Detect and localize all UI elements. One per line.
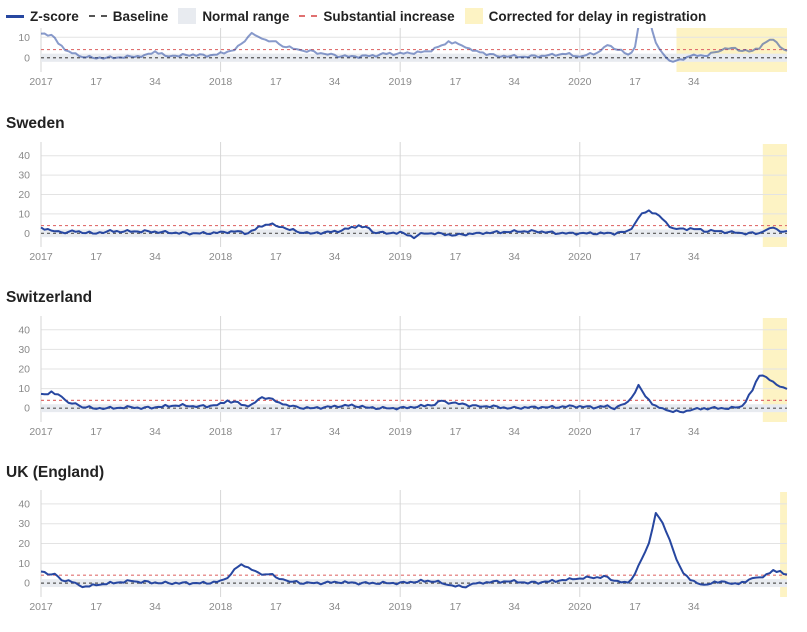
legend-normal-range-label: Normal range — [202, 8, 290, 24]
x-tick-label: 17 — [270, 251, 282, 263]
zscore-series — [40, 512, 788, 589]
legend-baseline-label: Baseline — [112, 8, 169, 24]
x-tick-label: 2017 — [29, 251, 53, 263]
y-tick-label: 10 — [18, 208, 30, 220]
zscore-series — [40, 209, 788, 240]
x-tick-label: 2017 — [29, 76, 53, 88]
x-tick-label: 2019 — [389, 426, 413, 438]
x-tick-label: 2019 — [389, 601, 413, 613]
y-tick-label: 10 — [18, 32, 30, 44]
baseline-dash-icon — [88, 15, 107, 17]
x-tick-label: 2020 — [568, 76, 592, 88]
chart-panel-0: 0 10 — [18, 28, 788, 72]
legend: Z-score Baseline Normal range Substantia… — [6, 6, 716, 26]
x-tick-label: 17 — [629, 76, 641, 88]
y-tick-label: 40 — [18, 498, 30, 510]
x-tick-label: 2017 — [29, 426, 53, 438]
y-tick-label: 30 — [18, 518, 30, 530]
x-tick-label: 17 — [450, 76, 462, 88]
x-tick-label: 17 — [90, 251, 102, 263]
x-tick-label: 2018 — [209, 251, 233, 263]
corrected-region — [780, 492, 787, 597]
chart-panel-1: 0 10 20 30 40 — [18, 142, 788, 247]
x-tick-label: 2020 — [568, 426, 592, 438]
legend-zscore[interactable]: Z-score — [6, 9, 79, 24]
x-tick-label: 17 — [450, 251, 462, 263]
panel-title: Sweden — [6, 115, 65, 132]
x-tick-label: 17 — [90, 76, 102, 88]
chart-panel-2: 0 10 20 30 40 — [18, 316, 788, 422]
y-tick-label: 0 — [24, 578, 30, 590]
y-tick-label: 0 — [24, 228, 30, 240]
x-tick-label: 2019 — [389, 76, 413, 88]
y-tick-label: 10 — [18, 383, 30, 395]
legend-normal-range[interactable]: Normal range — [178, 8, 289, 24]
y-tick-label: 30 — [18, 344, 30, 356]
legend-substantial[interactable]: Substantial increase — [299, 8, 455, 24]
x-tick-label: 17 — [270, 76, 282, 88]
x-tick-label: 2018 — [209, 426, 233, 438]
x-tick-label: 34 — [149, 601, 161, 613]
x-tick-label: 34 — [508, 426, 520, 438]
x-tick-label: 17 — [450, 601, 462, 613]
x-tick-label: 34 — [149, 426, 161, 438]
x-tick-label: 17 — [629, 426, 641, 438]
x-tick-label: 34 — [329, 426, 341, 438]
x-tick-label: 34 — [688, 426, 700, 438]
legend-corrected-label: Corrected for delay in registration — [488, 8, 707, 24]
x-tick-label: 17 — [90, 426, 102, 438]
x-tick-label: 34 — [508, 251, 520, 263]
y-tick-label: 40 — [18, 150, 30, 162]
chart-panel-3: 0 10 20 30 40 — [18, 490, 788, 597]
y-tick-label: 30 — [18, 170, 30, 182]
legend-corrected[interactable]: Corrected for delay in registration — [464, 8, 707, 24]
legend-baseline[interactable]: Baseline — [88, 8, 169, 24]
x-tick-label: 17 — [629, 251, 641, 263]
x-tick-label: 2018 — [209, 601, 233, 613]
y-tick-label: 0 — [24, 52, 30, 64]
y-tick-label: 20 — [18, 538, 30, 550]
x-tick-label: 34 — [508, 76, 520, 88]
x-tick-label: 34 — [149, 76, 161, 88]
y-tick-label: 20 — [18, 189, 30, 201]
panel-title: Switzerland — [6, 289, 92, 306]
y-tick-label: 40 — [18, 324, 30, 336]
x-tick-label: 17 — [270, 601, 282, 613]
x-tick-label: 34 — [329, 601, 341, 613]
x-tick-label: 2020 — [568, 601, 592, 613]
x-tick-label: 17 — [270, 426, 282, 438]
x-tick-label: 34 — [149, 251, 161, 263]
x-tick-label: 34 — [329, 251, 341, 263]
substantial-dash-icon — [299, 15, 318, 17]
zscore-series — [40, 28, 788, 63]
x-tick-label: 17 — [90, 601, 102, 613]
legend-zscore-label: Z-score — [30, 8, 79, 24]
x-tick-label: 2020 — [568, 251, 592, 263]
x-tick-label: 34 — [688, 251, 700, 263]
zscore-series — [40, 374, 788, 414]
x-tick-label: 17 — [629, 601, 641, 613]
x-tick-label: 17 — [450, 426, 462, 438]
normal-range-box-icon — [178, 8, 197, 24]
corrected-box-icon — [464, 8, 483, 24]
zscore-line-icon — [6, 14, 24, 18]
x-tick-label: 34 — [688, 601, 700, 613]
x-tick-label: 34 — [508, 601, 520, 613]
x-tick-label: 2018 — [209, 76, 233, 88]
x-tick-label: 34 — [688, 76, 700, 88]
x-tick-label: 2019 — [389, 251, 413, 263]
y-tick-label: 0 — [24, 403, 30, 415]
y-tick-label: 10 — [18, 558, 30, 570]
legend-substantial-label: Substantial increase — [323, 8, 455, 24]
x-tick-label: 2017 — [29, 601, 53, 613]
x-tick-label: 34 — [329, 76, 341, 88]
panel-title: UK (England) — [6, 464, 104, 481]
y-tick-label: 20 — [18, 364, 30, 376]
